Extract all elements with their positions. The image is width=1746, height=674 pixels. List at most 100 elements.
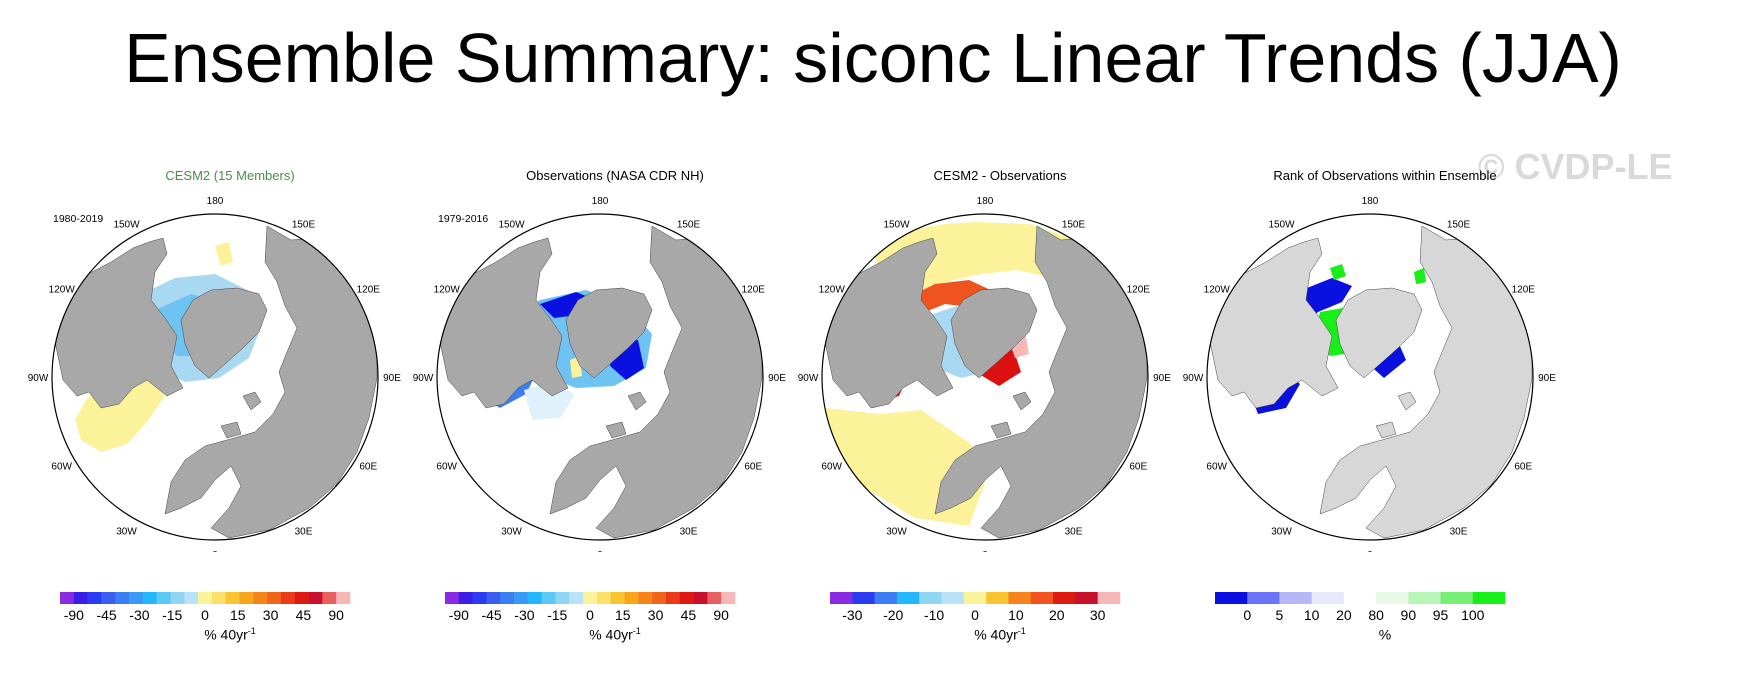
- panel-rank: Rank of Observations within Ensemble 180…: [1170, 160, 1600, 643]
- colorbar-swatch: [941, 592, 965, 604]
- landmass-svalbard: [627, 391, 647, 411]
- polar-map: 180 150W 150E 120W 120E 90W 90E 60W 60E 30W 30E 0: [28, 196, 402, 552]
- colorbar-label: 100: [1461, 607, 1485, 623]
- lon-label: 180: [207, 196, 224, 207]
- lon-label: 30E: [295, 526, 313, 537]
- lon-label: 120W: [1204, 285, 1231, 296]
- colorbar-swatch: [1030, 592, 1054, 604]
- landmass-greenland: [1335, 287, 1423, 379]
- colorbar-swatch: [445, 592, 460, 604]
- lon-label: 90E: [768, 373, 786, 384]
- colorbar-label: 20: [1049, 607, 1065, 623]
- colorbar-label: 0: [201, 607, 209, 623]
- colorbar-label: -90: [64, 607, 84, 623]
- landmass-iceland: [990, 421, 1012, 439]
- lon-label: 150W: [883, 220, 910, 231]
- lon-label: 150E: [292, 220, 316, 231]
- colorbar-label: 95: [1433, 607, 1449, 623]
- landmass-canada: [54, 237, 184, 409]
- landmass-iceland: [1375, 421, 1397, 439]
- colorbar-label: 0: [1243, 607, 1251, 623]
- lon-label: 30W: [1271, 526, 1292, 537]
- colorbar-swatch: [239, 592, 254, 604]
- lon-label: 30E: [1065, 526, 1083, 537]
- colorbar-swatch: [115, 592, 130, 604]
- colorbar-label: -30: [514, 607, 534, 623]
- lon-label: 60E: [359, 462, 377, 473]
- lon-label: 120W: [49, 285, 76, 296]
- colorbar-swatch: [60, 592, 75, 604]
- colorbar-label: 15: [615, 607, 631, 623]
- colorbar-label: -10: [924, 607, 944, 623]
- map-border: [821, 213, 1149, 541]
- lon-label: 150W: [113, 220, 140, 231]
- polar-map: 180 150W 150E 120W 120E 90W 90E 60W 60E 30W 30E 0: [798, 196, 1172, 552]
- colorbar-swatch: [1472, 592, 1506, 604]
- colorbar-label: 10: [1008, 607, 1024, 623]
- colorbar-label: 90: [328, 607, 344, 623]
- lon-label: 180: [592, 196, 609, 207]
- landmass-greenland: [180, 287, 268, 379]
- colorbar-swatch: [280, 592, 296, 604]
- colorbar-swatch: [596, 592, 612, 604]
- colorbar-swatch: [1008, 592, 1032, 604]
- lon-label: 150E: [677, 220, 701, 231]
- landmass-svalbard: [1397, 391, 1417, 411]
- colorbar-label: -15: [162, 607, 182, 623]
- colorbar-label: 15: [230, 607, 246, 623]
- colorbar-swatch: [527, 592, 542, 604]
- lon-label: 150W: [1268, 220, 1295, 231]
- lon-label: 30W: [116, 526, 137, 537]
- landmass-canada: [1209, 237, 1339, 409]
- map-border: [436, 213, 764, 541]
- colorbar-swatch: [129, 592, 144, 604]
- colorbar-swatch: [693, 592, 708, 604]
- lon-label: 60E: [1129, 462, 1147, 473]
- colorbar-label: 90: [1401, 607, 1417, 623]
- lon-label: 90W: [1183, 373, 1204, 384]
- colorbar-swatch: [500, 592, 515, 604]
- colorbar: -90 -45 -30 -15 0 15 30 45 90: [445, 592, 736, 623]
- lon-label: 30W: [501, 526, 522, 537]
- colorbar: 0 5 10 20 80 90 95 100: [1215, 592, 1506, 623]
- colorbar-swatch: [1343, 592, 1377, 604]
- colorbar-swatch: [308, 592, 323, 604]
- colorbar-swatch: [1279, 592, 1312, 604]
- colorbar-label: -30: [842, 607, 862, 623]
- colorbar-swatch: [211, 592, 227, 604]
- lon-label: 180: [977, 196, 994, 207]
- colorbar-label: -30: [129, 607, 149, 623]
- landmass-svalbard: [242, 391, 262, 411]
- polar-map: 180 150W 150E 120W 120E 90W 90E 60W 60E 30W 30E 0: [413, 196, 787, 552]
- panel-observations: Observations (NASA CDR NH) 1979-2016 180…: [400, 160, 830, 643]
- colorbar-label: 10: [1304, 607, 1320, 623]
- lon-label: 30E: [680, 526, 698, 537]
- colorbar-label: 80: [1368, 607, 1384, 623]
- lon-label: 0: [1367, 550, 1373, 552]
- map-border: [51, 213, 379, 541]
- colorbar-label: 0: [971, 607, 979, 623]
- lon-label: 120E: [357, 285, 381, 296]
- colorbar-label: -90: [449, 607, 469, 623]
- colorbar-swatch: [142, 592, 157, 604]
- colorbar-swatch: [156, 592, 171, 604]
- landmass-canada: [824, 237, 954, 409]
- colorbar-label: 45: [681, 607, 697, 623]
- lon-label: 60W: [436, 462, 457, 473]
- colorbar-swatch: [896, 592, 920, 604]
- colorbar-label: 45: [296, 607, 312, 623]
- colorbar-swatch: [610, 592, 625, 604]
- colorbar-swatch: [336, 592, 351, 604]
- colorbar-swatch: [1097, 592, 1121, 604]
- lon-label: 60E: [1514, 462, 1532, 473]
- trend-region: [215, 242, 233, 266]
- colorbar-swatch: [184, 592, 199, 604]
- trend-region: [1330, 264, 1346, 280]
- lon-label: 90W: [798, 373, 819, 384]
- lon-label: 150E: [1447, 220, 1471, 231]
- landmass-svalbard: [1012, 391, 1032, 411]
- colorbar-swatch: [170, 592, 185, 604]
- colorbar-swatch: [555, 592, 570, 604]
- lon-label: 30W: [886, 526, 907, 537]
- colorbar-swatch: [624, 592, 639, 604]
